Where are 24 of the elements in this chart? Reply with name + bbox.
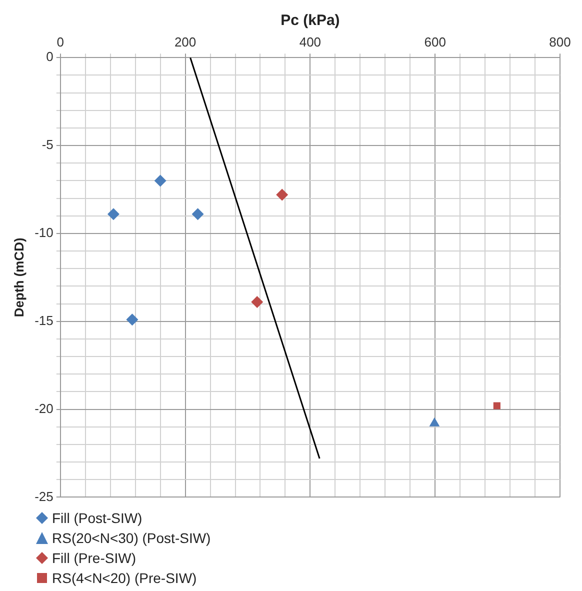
y-tick-label: -10 [34, 225, 54, 240]
y-axis-title: Depth (mCD) [11, 238, 26, 318]
y-tick-label: 0 [46, 49, 54, 64]
x-axis-title: Pc (kPa) [280, 12, 340, 30]
x-tick-label: 600 [424, 34, 446, 50]
y-tick-label: -25 [34, 488, 54, 504]
legend-label: RS(4<N<20) (Pre-SIW) [52, 570, 197, 586]
point [126, 314, 138, 326]
point [192, 208, 204, 220]
point [251, 296, 264, 308]
legend-label: Fill (Pre-SIW) [52, 550, 136, 566]
legend-label: Fill (Post-SIW) [52, 510, 142, 526]
y-tick-label: -20 [34, 400, 54, 416]
point [154, 174, 166, 187]
point [276, 188, 288, 201]
x-tick-label: 0 [56, 34, 64, 50]
x-tick-label: 400 [299, 34, 322, 50]
legend-label: RS(20<N<30) (Post-SIW) [52, 530, 211, 546]
y-tick-label: -5 [42, 137, 54, 152]
x-tick-label: 200 [174, 34, 196, 50]
point [493, 402, 500, 410]
point [107, 208, 120, 220]
y-tick-label: -15 [34, 312, 54, 328]
x-tick-label: 800 [549, 34, 571, 50]
